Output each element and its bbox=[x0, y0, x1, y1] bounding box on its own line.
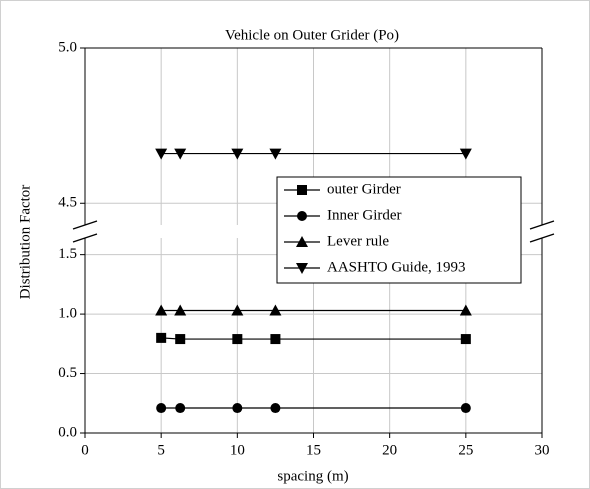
x-tick-label: 10 bbox=[230, 442, 245, 458]
marker bbox=[156, 403, 167, 414]
y-tick-label: 0.0 bbox=[58, 424, 77, 440]
axis-break bbox=[529, 233, 555, 243]
x-tick-label: 20 bbox=[382, 442, 397, 458]
y-axis-label: Distribution Factor bbox=[17, 185, 33, 300]
marker bbox=[175, 334, 186, 345]
marker bbox=[459, 304, 472, 316]
y-tick-label: 4.5 bbox=[58, 195, 77, 211]
y-tick-label: 1.0 bbox=[58, 306, 77, 322]
chart-title: Vehicle on Outer Grider (Po) bbox=[225, 27, 399, 43]
marker bbox=[175, 403, 186, 414]
marker bbox=[155, 148, 168, 160]
marker bbox=[232, 403, 243, 414]
marker bbox=[231, 148, 244, 160]
marker bbox=[269, 148, 282, 160]
marker bbox=[156, 332, 167, 343]
y-tick-label: 5.0 bbox=[58, 39, 77, 55]
marker bbox=[232, 334, 243, 345]
x-tick-label: 30 bbox=[535, 442, 550, 458]
axis-break bbox=[72, 220, 98, 230]
marker bbox=[174, 304, 187, 316]
marker bbox=[459, 148, 472, 160]
x-axis-label: spacing (m) bbox=[277, 468, 348, 484]
legend-label: AASHTO Guide, 1993 bbox=[327, 259, 465, 275]
legend-label: Inner Girder bbox=[327, 207, 402, 223]
legend-symbol bbox=[296, 263, 308, 274]
marker bbox=[460, 403, 471, 414]
y-tick-label: 1.5 bbox=[58, 246, 77, 262]
marker bbox=[460, 334, 471, 345]
x-tick-label: 25 bbox=[458, 442, 473, 458]
y-tick-label: 0.5 bbox=[58, 365, 77, 381]
marker bbox=[270, 334, 281, 345]
x-tick-label: 5 bbox=[157, 442, 165, 458]
marker bbox=[270, 403, 281, 414]
marker bbox=[269, 304, 282, 316]
legend-symbol bbox=[297, 211, 307, 221]
marker bbox=[231, 304, 244, 316]
legend-label: outer Girder bbox=[327, 181, 401, 197]
legend-symbol bbox=[297, 185, 307, 195]
axis-break bbox=[72, 233, 98, 243]
marker bbox=[155, 304, 168, 316]
axis-break bbox=[529, 220, 555, 230]
x-tick-label: 0 bbox=[81, 442, 89, 458]
x-tick-label: 15 bbox=[306, 442, 321, 458]
legend-symbol bbox=[296, 236, 308, 247]
legend-label: Lever rule bbox=[327, 233, 389, 249]
legend-box bbox=[276, 176, 522, 284]
marker bbox=[174, 148, 187, 160]
